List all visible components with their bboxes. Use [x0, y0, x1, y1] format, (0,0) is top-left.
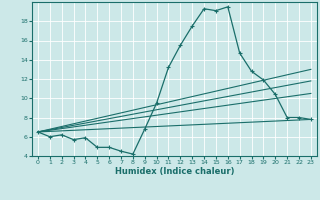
X-axis label: Humidex (Indice chaleur): Humidex (Indice chaleur) [115, 167, 234, 176]
